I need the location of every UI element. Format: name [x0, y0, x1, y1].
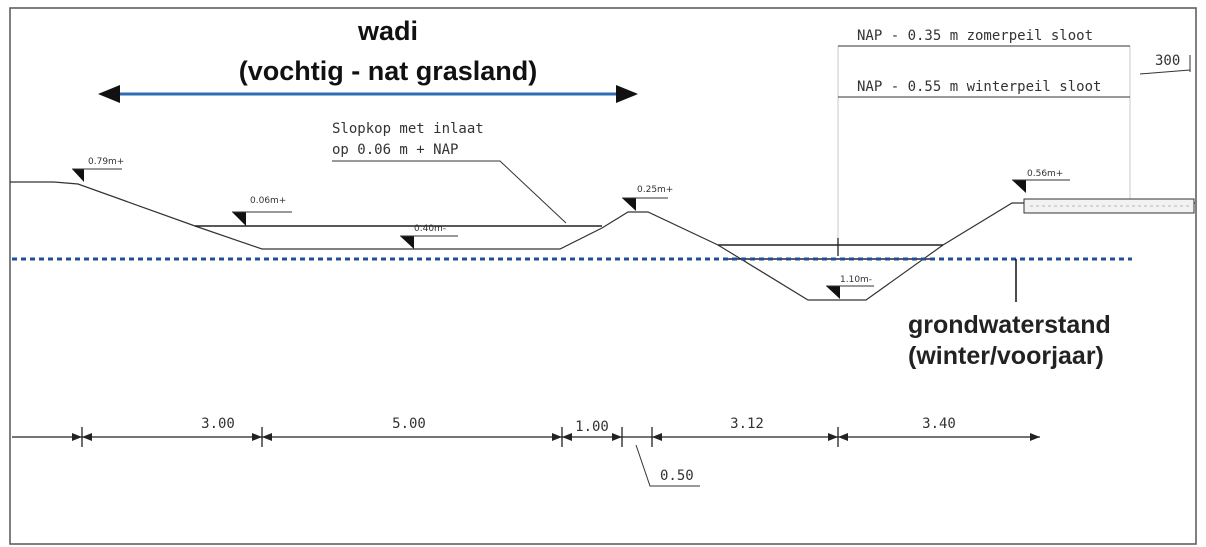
width-300-leader [1139, 69, 1191, 75]
wadi-extent-arrow [98, 85, 638, 103]
title-wadi: wadi [357, 16, 418, 46]
level-marker-left-top: 0.79m+ [72, 157, 124, 182]
title-subtitle: (vochtig - nat grasland) [239, 56, 538, 86]
level-marker-ditch-bottom: 1.10m- [826, 275, 874, 299]
inlet-label-1: Slopkop met inlaat [332, 121, 484, 137]
dimension-0-50-leader [635, 444, 700, 487]
dimension-label-0-50: 0.50 [660, 468, 694, 484]
svg-text:0.06m+: 0.06m+ [250, 196, 286, 206]
dimension-label-3-00: 3.00 [201, 416, 235, 432]
level-marker-wadi-bottom: 0.40m- [400, 224, 458, 249]
svg-text:1.10m-: 1.10m- [840, 275, 872, 285]
dimension-line [12, 427, 1040, 447]
level-marker-mound: 0.25m+ [622, 185, 673, 211]
svg-text:0.40m-: 0.40m- [414, 224, 446, 234]
terrain-profile [10, 181, 1195, 301]
width-300-label: 300 [1155, 53, 1180, 69]
dimension-label-3-12: 3.12 [730, 416, 764, 432]
groundwater-label-2: (winter/voorjaar) [908, 342, 1104, 370]
road-strip [1023, 198, 1195, 214]
winter-level-label: NAP - 0.55 m winterpeil sloot [857, 79, 1101, 95]
summer-level-label: NAP - 0.35 m zomerpeil sloot [857, 28, 1093, 44]
svg-text:0.56m+: 0.56m+ [1027, 169, 1063, 179]
level-marker-right-top: 0.56m+ [1012, 169, 1070, 193]
svg-text:0.25m+: 0.25m+ [637, 185, 673, 195]
drawing-frame [9, 7, 1197, 545]
inlet-leader [332, 160, 567, 224]
dimension-label-5-00: 5.00 [392, 416, 426, 432]
dimension-arrowheads [72, 433, 1040, 441]
groundwater-label-1: grondwaterstand [908, 311, 1111, 339]
dimension-label-3-40: 3.40 [922, 416, 956, 432]
dimension-label-1-00: 1.00 [575, 419, 609, 435]
level-marker-wadi-edge: 0.06m+ [232, 196, 292, 226]
svg-text:0.79m+: 0.79m+ [88, 157, 124, 167]
inlet-label-2: op 0.06 m + NAP [332, 142, 458, 158]
